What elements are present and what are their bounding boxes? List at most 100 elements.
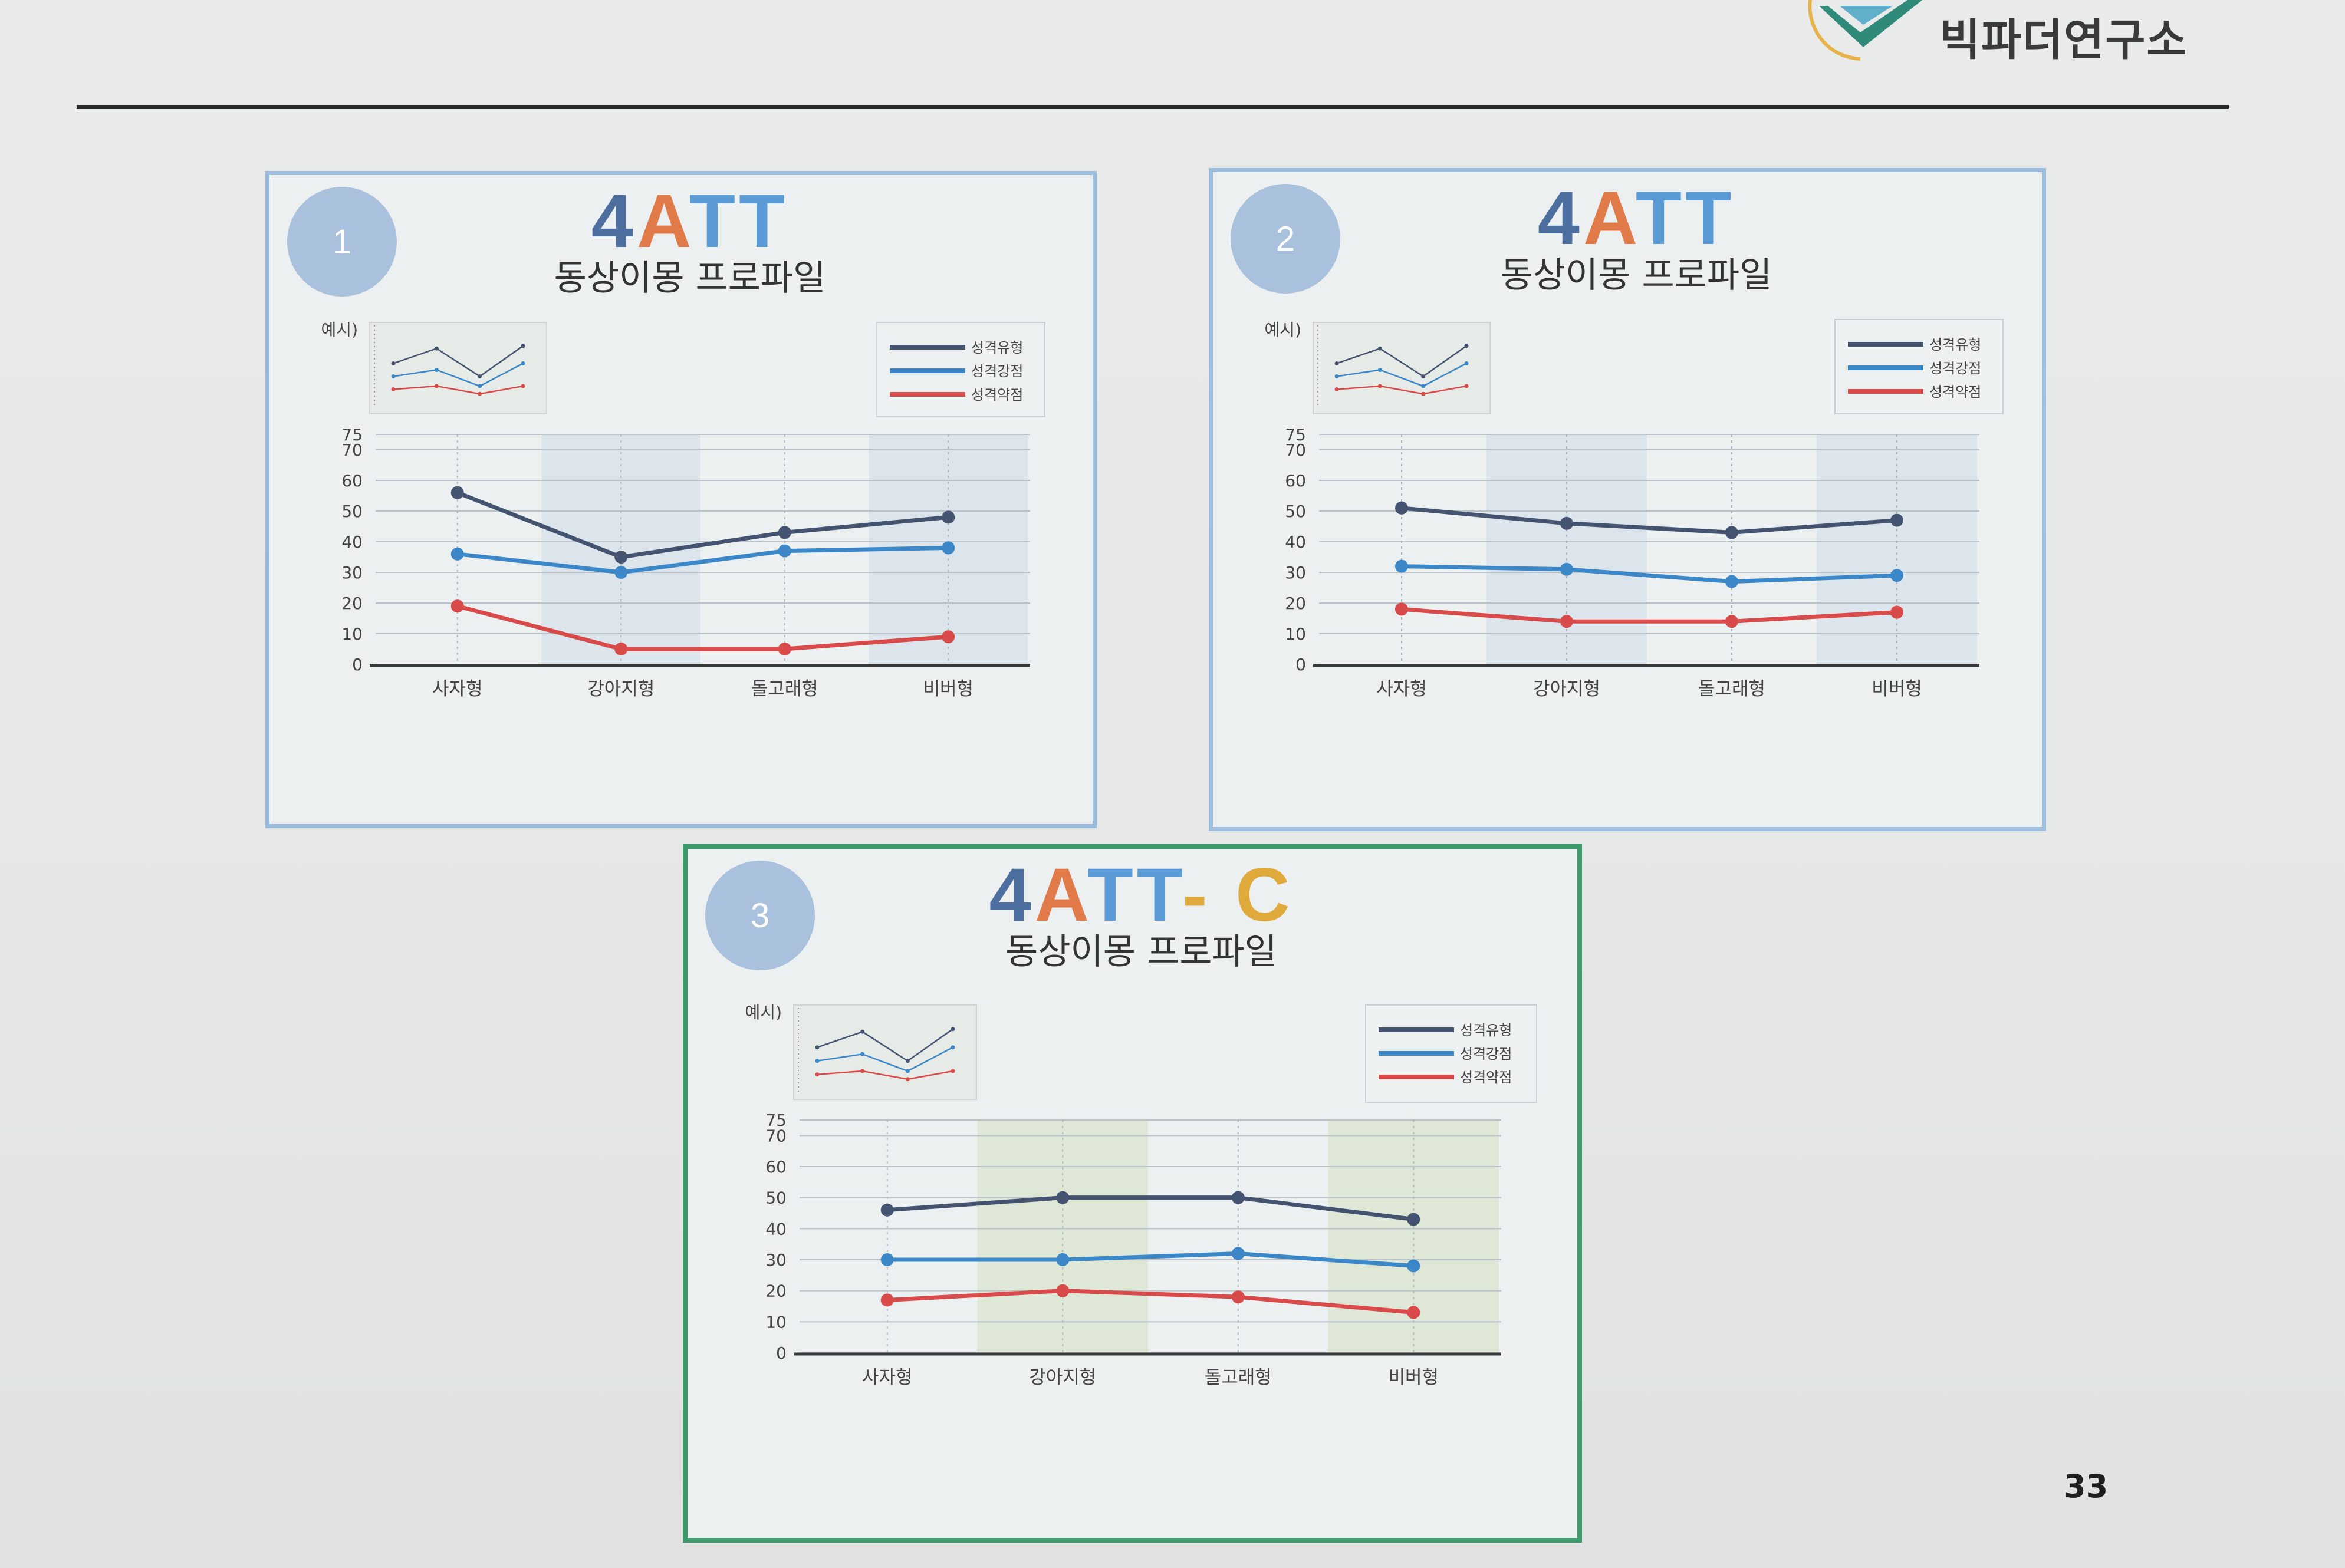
legend-label: 성격약점 (1929, 384, 1981, 400)
x-tick-label: 돌고래형 (1205, 1367, 1272, 1388)
data-point (1407, 1213, 1420, 1226)
data-point (1231, 1290, 1245, 1304)
chart-panel-3: 3 4ATT- C 동상이몽 프로파일 0 10 20 30 40 50 60 70 75 사자형… (683, 844, 1582, 1543)
data-point (1395, 559, 1408, 573)
y-tick-label: 40 (765, 1219, 787, 1238)
data-point (614, 566, 628, 579)
y-tick-label: 50 (341, 502, 363, 521)
data-point (1560, 516, 1573, 530)
example-point (1377, 384, 1382, 388)
data-point (1725, 526, 1738, 539)
series-line (1401, 564, 1897, 584)
data-point (1560, 615, 1573, 628)
example-point (1464, 384, 1469, 388)
panel-subtitle: 동상이몽 프로파일 (1500, 255, 1772, 296)
legend-label: 성격강점 (1460, 1046, 1512, 1062)
series-line (1401, 607, 1897, 624)
x-tick-label: 돌고래형 (1698, 678, 1765, 700)
y-tick-label: 0 (352, 655, 363, 674)
series-line (887, 1251, 1414, 1269)
title-part-tt: TT (1087, 853, 1182, 937)
x-tick-label: 강아지형 (1029, 1367, 1096, 1388)
data-point (942, 630, 955, 644)
example-point (905, 1077, 910, 1082)
y-tick-label: 0 (776, 1343, 787, 1363)
data-point (1395, 501, 1408, 515)
panel-subtitle: 동상이몽 프로파일 (1005, 931, 1277, 973)
y-tick-label: 30 (765, 1250, 787, 1270)
title-part-a: A (636, 179, 689, 263)
series-line (456, 604, 949, 651)
handshake-check-icon (1808, 0, 1922, 61)
title-part-tt: TT (689, 179, 789, 263)
chart-panel-1: 1 4ATT 동상이몽 프로파일 0 10 20 30 40 50 60 70 75 사자형 강아지… (265, 171, 1097, 828)
example-point (815, 1045, 820, 1050)
panel-number-badge: 3 (705, 861, 815, 970)
example-point (1464, 361, 1469, 365)
example-series-line (817, 1046, 953, 1072)
data-point (1056, 1284, 1070, 1297)
example-inset (793, 1004, 977, 1100)
title-part-4: 4 (1537, 176, 1583, 261)
data-point (614, 551, 628, 564)
example-inset (1313, 322, 1491, 414)
title-part-4: 4 (989, 853, 1035, 937)
example-point (1421, 384, 1426, 388)
example-point (1464, 344, 1469, 348)
data-point (778, 544, 791, 558)
data-point (450, 486, 464, 499)
x-tick-label: 비버형 (1872, 678, 1922, 700)
y-tick-label: 30 (1285, 563, 1306, 582)
shaded-band (977, 1120, 1148, 1353)
y-tick-label: 50 (765, 1188, 787, 1208)
title-part-suffix: - C (1182, 853, 1294, 937)
data-point (880, 1203, 894, 1217)
example-point (815, 1072, 820, 1077)
example-label: 예시) (745, 1003, 782, 1022)
y-tick-label: 10 (341, 624, 363, 644)
data-point (1231, 1247, 1245, 1260)
shaded-band (1817, 434, 1977, 664)
data-point (1725, 615, 1738, 628)
example-label: 예시) (1265, 320, 1301, 340)
data-point (1890, 513, 1903, 527)
x-tick-label: 비버형 (1388, 1367, 1439, 1388)
series-line (887, 1289, 1414, 1315)
example-point (860, 1029, 865, 1034)
x-tick-label: 사자형 (432, 678, 483, 700)
y-tick-label: 50 (1285, 502, 1306, 521)
y-tick-label: 10 (765, 1312, 787, 1332)
x-tick-label: 사자형 (862, 1367, 913, 1388)
logo-text: 빅파더연구소 (1940, 15, 2188, 65)
legend-label: 성격유형 (1460, 1022, 1512, 1039)
y-tick-label: 0 (1295, 655, 1306, 674)
y-tick-label: 75 (341, 425, 363, 444)
y-tick-label: 60 (765, 1157, 787, 1177)
data-point (1407, 1306, 1420, 1319)
example-point (478, 391, 482, 396)
example-point (434, 368, 439, 372)
page-number: 33 (2064, 1468, 2109, 1505)
data-point (880, 1293, 894, 1307)
y-tick-label: 60 (1285, 471, 1306, 490)
data-point (450, 599, 464, 613)
panel-number-badge: 1 (287, 187, 397, 297)
y-tick-label: 40 (341, 532, 363, 552)
y-tick-label: 20 (1285, 594, 1306, 613)
example-point (951, 1045, 955, 1050)
chart-panel-2: 2 4ATT 동상이몽 프로파일 0 10 20 30 40 50 60 70 75 사자형 강아지… (1209, 168, 2046, 831)
header-divider (77, 105, 2229, 109)
example-point (521, 344, 525, 348)
title-part-a: A (1583, 176, 1636, 261)
title-part-4: 4 (591, 179, 637, 263)
example-series-line (393, 345, 524, 378)
example-point (434, 384, 439, 388)
example-point (391, 387, 396, 391)
data-point (614, 643, 628, 655)
example-inset (369, 322, 547, 414)
data-point (1890, 569, 1903, 582)
legend-label: 성격약점 (1460, 1069, 1512, 1086)
example-point (951, 1069, 955, 1073)
